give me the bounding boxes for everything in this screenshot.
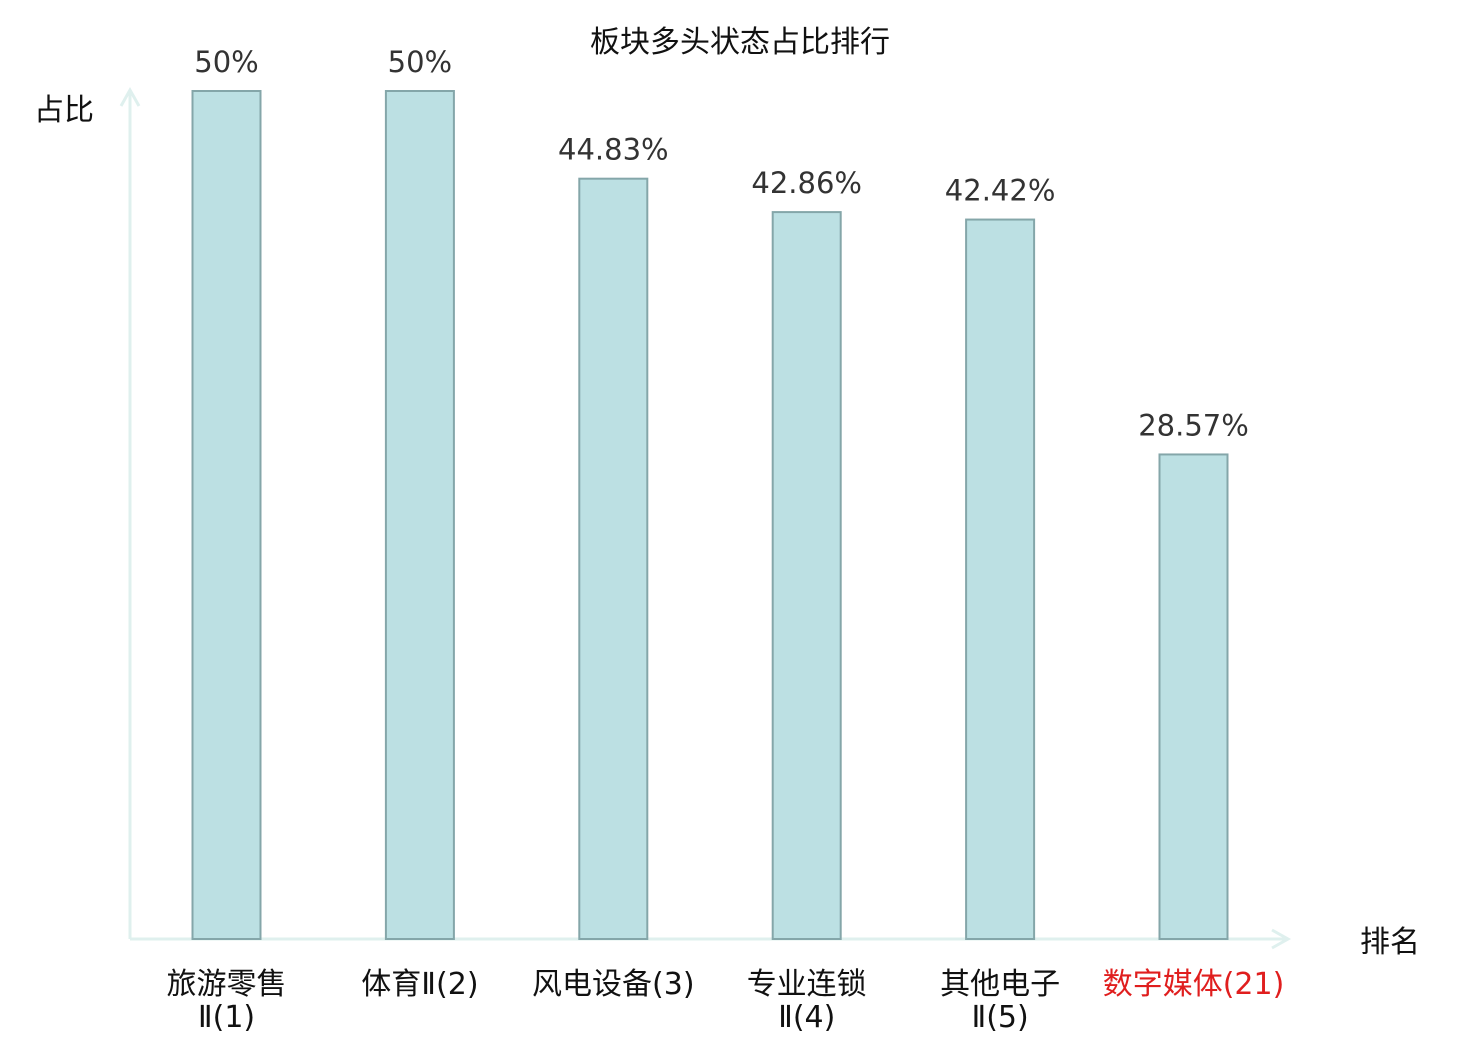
chart-title: 板块多头状态占比排行 (590, 25, 890, 60)
category-label-5-line-2: Ⅱ(5) (971, 1000, 1028, 1035)
value-label-2: 50% (388, 45, 452, 79)
category-label-6: 数字媒体(21) (1103, 967, 1285, 1002)
bar-6 (1158, 453, 1229, 940)
category-label-4-line-1: 专业连锁 (747, 967, 867, 1002)
category-label-1-line-1: 旅游零售 (167, 967, 287, 1002)
value-label-4: 42.86% (751, 166, 862, 200)
bars-group (191, 90, 1229, 940)
bar-3 (578, 177, 649, 940)
value-label-6: 28.57% (1138, 408, 1249, 442)
category-label-5-line-1: 其他电子 (940, 967, 1060, 1002)
bar-5 (965, 218, 1036, 940)
y-axis-title: 占比 (34, 93, 94, 128)
category-label-4-line-2: Ⅱ(4) (778, 1000, 835, 1035)
value-label-3: 44.83% (558, 133, 669, 167)
category-label-3: 风电设备(3) (532, 967, 695, 1002)
bar-2 (384, 90, 455, 940)
bar-1 (191, 90, 262, 940)
axes (119, 86, 1292, 950)
x-axis-arrow (1271, 928, 1292, 950)
category-label-1-line-2: Ⅱ(1) (198, 1000, 255, 1035)
value-label-5: 42.42% (945, 174, 1056, 208)
value-label-1: 50% (194, 45, 258, 79)
value-labels-group: 50% 50% 44.83% 42.86% 42.42% 28.57% (194, 45, 1249, 442)
x-axis-title: 排名 (1360, 925, 1420, 960)
category-label-2: 体育Ⅱ(2) (361, 967, 478, 1002)
bar-4 (771, 211, 842, 940)
y-axis-arrow (119, 86, 141, 107)
